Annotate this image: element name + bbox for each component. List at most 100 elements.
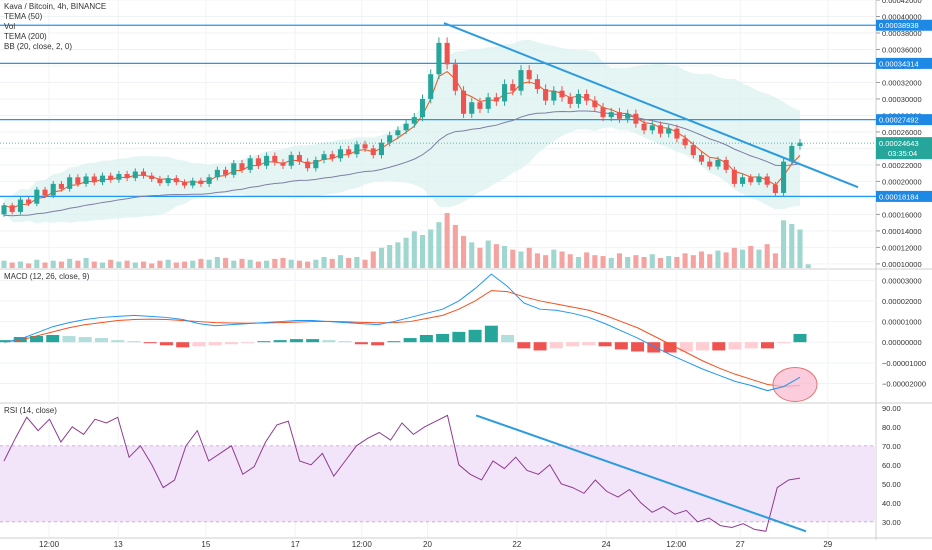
candle-body — [666, 128, 672, 134]
candle-body — [387, 135, 393, 143]
macd-histogram-bar — [598, 342, 612, 347]
macd-histogram-bar — [273, 340, 287, 343]
volume-bar — [108, 259, 114, 268]
volume-bar — [149, 263, 155, 268]
rsi-legend: RSI (14, close) — [4, 406, 57, 415]
candle-body — [288, 155, 294, 166]
candle-body — [346, 149, 352, 155]
candle-body — [198, 180, 204, 184]
level-label-bg — [876, 190, 932, 202]
candle-body — [592, 100, 598, 108]
candle-body — [419, 98, 426, 118]
candle-body — [485, 97, 491, 109]
volume-bar — [231, 260, 237, 268]
volume-bar — [362, 259, 368, 268]
candle-body — [17, 199, 23, 212]
y-tick-label: 90.00 — [882, 404, 901, 413]
y-tick-label: 0.00036000 — [882, 45, 922, 54]
macd-histogram-bar — [468, 329, 482, 343]
volume-bar — [707, 254, 713, 268]
volume-bar — [124, 260, 130, 268]
candle-body — [534, 79, 540, 90]
candle-body — [764, 176, 770, 185]
macd-histogram-bar — [289, 339, 303, 343]
level-label: 0.00018184 — [879, 192, 919, 201]
macd-histogram-bar — [582, 342, 596, 346]
x-tick-label: 12:00 — [666, 540, 687, 549]
macd-histogram-bar — [338, 341, 352, 343]
candle-body — [116, 173, 122, 180]
x-tick-label: 15 — [201, 540, 210, 549]
candle-body — [231, 163, 237, 175]
volume-bar — [698, 251, 705, 268]
volume-bar — [518, 251, 524, 268]
volume-bar — [34, 259, 40, 268]
x-tick-label: 24 — [602, 540, 611, 549]
macd-histogram-bar — [744, 342, 758, 349]
legend-bb: BB (20, close, 2, 0) — [4, 42, 73, 51]
volume-bar — [444, 213, 450, 268]
macd-histogram-bar — [679, 342, 693, 352]
y-tick-label: 0.00040000 — [882, 12, 922, 21]
macd-histogram-bar — [517, 342, 531, 349]
volume-bar — [616, 253, 623, 268]
volume-bar — [764, 244, 770, 268]
candle-body — [239, 163, 245, 170]
candle-body — [305, 161, 311, 169]
candle-body — [682, 138, 688, 146]
macd-histogram-bar — [127, 341, 141, 343]
macd-histogram-bar — [354, 342, 368, 345]
y-tick-label: 0.00020000 — [882, 177, 922, 186]
volume-bar — [313, 259, 319, 268]
candle-body — [108, 175, 114, 180]
volume-bar — [608, 257, 614, 268]
level-label: 0.00034314 — [879, 59, 919, 68]
macd-histogram-bar — [631, 342, 645, 352]
candle-body — [452, 64, 458, 91]
candle-body — [543, 89, 549, 101]
macd-histogram-bar — [387, 341, 401, 343]
volume-bar — [239, 258, 245, 268]
volume-bar — [67, 258, 73, 268]
candle-body — [223, 169, 229, 175]
candle-body — [206, 177, 212, 184]
candle-body — [280, 162, 286, 166]
volume-bar — [526, 247, 532, 268]
macd-histogram-bar — [484, 325, 498, 343]
volume-bar — [411, 231, 417, 268]
candle-body — [493, 97, 499, 102]
macd-histogram-bar — [647, 342, 661, 353]
volume-bar — [510, 249, 516, 268]
macd-histogram-bar — [176, 342, 190, 348]
x-tick-label: 22 — [512, 540, 521, 549]
x-tick-label: 13 — [114, 540, 123, 549]
volume-bar — [666, 256, 672, 268]
volume-bar — [436, 222, 442, 268]
macd-histogram-bar — [306, 339, 320, 343]
candle-body — [9, 205, 15, 212]
volume-bar — [58, 261, 64, 268]
y-tick-label: 0.00014000 — [882, 227, 922, 236]
volume-bar — [567, 254, 573, 268]
volume-bar — [198, 258, 204, 268]
volume-bar — [502, 246, 508, 268]
tema200-line — [3, 110, 801, 217]
volume-bar — [805, 264, 811, 268]
volume-bar — [1, 260, 7, 268]
candle-body — [165, 178, 171, 184]
candle-body — [469, 102, 475, 114]
volume-bar — [781, 220, 787, 268]
volume-bar — [157, 260, 163, 268]
volume-bar — [625, 257, 631, 268]
candle-body — [428, 74, 434, 99]
y-tick-label: 0.00038000 — [882, 29, 922, 38]
candle-body — [173, 178, 179, 183]
y-tick-label: 30.00 — [882, 518, 901, 527]
volume-bar — [690, 255, 696, 268]
volume-bar — [797, 229, 803, 268]
price-trendline — [443, 22, 859, 189]
candle-body — [641, 123, 647, 131]
candle-body — [132, 171, 138, 179]
volume-bar — [748, 246, 754, 268]
